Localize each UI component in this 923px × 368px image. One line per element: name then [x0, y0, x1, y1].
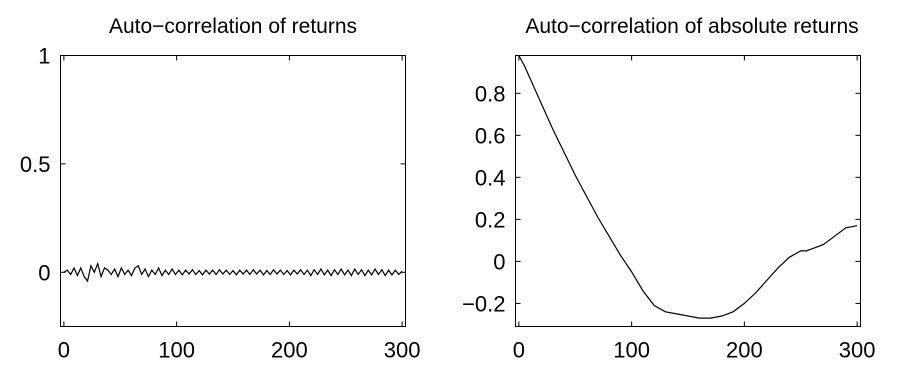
x-tick-label: 100	[158, 338, 195, 363]
x-tick-label: 0	[58, 338, 70, 363]
x-axis: 0 100 200 300	[58, 55, 421, 363]
y-axis: −0.2 0 0.2 0.4 0.6 0.8	[462, 81, 861, 316]
y-tick-label: 0.6	[475, 123, 506, 148]
x-tick-label: 200	[726, 338, 763, 363]
y-tick-label: 0	[493, 249, 505, 274]
series-line	[518, 55, 858, 319]
x-tick-label: 0	[513, 338, 525, 363]
axes-box	[515, 55, 861, 327]
y-tick-label: −0.2	[462, 291, 505, 316]
y-tick-label: 0	[38, 260, 50, 285]
x-axis: 0 100 200 300	[513, 55, 876, 363]
y-tick-label: 0.4	[475, 165, 506, 190]
y-tick-label: 0.8	[475, 81, 506, 106]
y-tick-label: 0.5	[20, 152, 51, 177]
chart-returns: Auto−correlation of returns 00.51 0 100 20…	[20, 15, 421, 363]
chart-title: Auto−correlation of returns	[109, 15, 357, 38]
series-line	[63, 261, 403, 283]
chart-title: Auto−correlation of absolute returns	[525, 15, 858, 38]
x-tick-label: 100	[613, 338, 650, 363]
x-tick-label: 300	[839, 338, 876, 363]
y-axis: 00.51	[20, 44, 406, 285]
y-tick-label: 0.2	[475, 207, 506, 232]
x-tick-label: 300	[384, 338, 421, 363]
chart-absolute-returns: Auto−correlation of absolute returns −0.…	[462, 15, 875, 363]
y-tick-label: 1	[38, 44, 50, 69]
axes-box	[60, 55, 406, 327]
x-tick-label: 200	[271, 338, 308, 363]
